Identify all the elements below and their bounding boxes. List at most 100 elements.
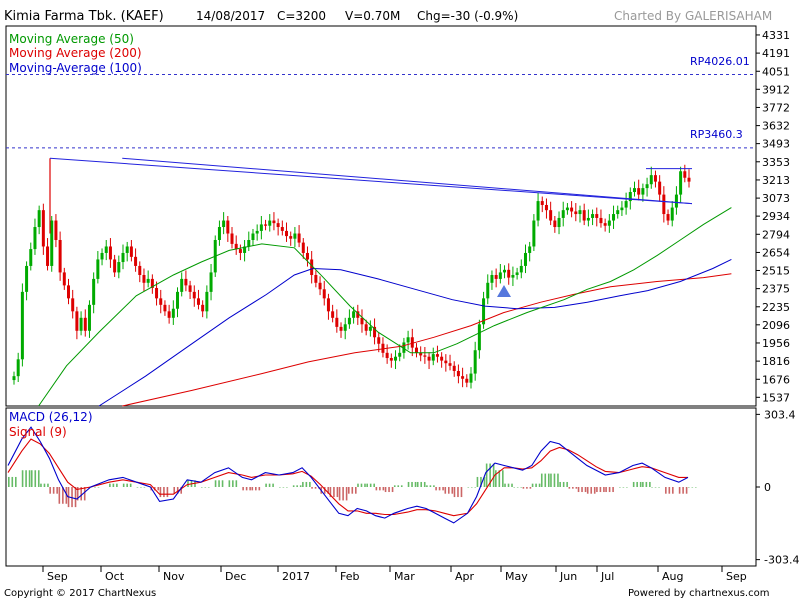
macd-histogram-bar <box>382 487 385 491</box>
price-tick-label: 1816 <box>762 355 790 368</box>
price-tick-label: 1956 <box>762 337 790 350</box>
candle-body <box>280 227 284 231</box>
macd-histogram-bar <box>577 487 580 493</box>
macd-histogram-bar <box>489 463 491 487</box>
candle-body <box>62 272 66 286</box>
candle-body <box>620 207 624 211</box>
candle-body <box>586 217 590 221</box>
macd-histogram-bar <box>651 487 653 488</box>
macd-histogram-bar <box>407 481 410 487</box>
chart-credit: Charted By GALERISAHAM <box>614 9 772 23</box>
candle-body <box>406 337 410 343</box>
candle-body <box>381 343 385 353</box>
candle-body <box>578 210 582 215</box>
macd-histogram-bar <box>626 487 628 488</box>
candle-body <box>184 278 188 286</box>
macd-histogram-bar <box>632 481 635 487</box>
macd-histogram-bar <box>619 487 621 488</box>
macd-tick-label: -303.4 <box>764 554 799 567</box>
macd-histogram-bar <box>379 487 381 491</box>
candle-body <box>163 304 167 312</box>
macd-histogram-bar <box>553 473 556 487</box>
candle-body <box>607 220 611 226</box>
macd-histogram-bar <box>599 487 602 493</box>
macd-histogram-bar <box>47 483 49 487</box>
price-axis: 4331 4191 4051 3912 3772 3632 3493 3353 3213 3073… <box>756 29 790 404</box>
candle-body <box>339 326 343 331</box>
macd-tick-label: 303.4 <box>764 408 796 421</box>
candle-body <box>473 350 477 374</box>
candle-body <box>322 289 326 299</box>
macd-histogram-bar <box>397 485 400 487</box>
macd-histogram-bar <box>173 487 176 494</box>
macd-histogram-bar <box>218 480 220 487</box>
candle-body <box>666 214 670 221</box>
macd-histogram-bar <box>159 487 162 498</box>
candle-body <box>356 311 360 318</box>
macd-histogram-bar <box>453 487 456 498</box>
candle-body <box>205 291 209 312</box>
price-tick-label: 2235 <box>762 301 790 314</box>
macd-histogram-bar <box>682 487 684 494</box>
candle-body <box>385 352 389 359</box>
macd-histogram-bar <box>400 485 403 487</box>
macd-histogram-bar <box>540 473 543 487</box>
candle-body <box>46 246 50 266</box>
candle-body <box>603 223 607 226</box>
price-tick-label: 4191 <box>762 47 790 60</box>
candle-body <box>138 265 142 276</box>
ma100-line <box>98 258 732 407</box>
macd-histogram-bar <box>444 487 447 494</box>
candle-body <box>134 256 138 266</box>
macd-histogram-bar <box>292 485 295 487</box>
macd-histogram-bar <box>691 487 694 488</box>
candle-body <box>410 337 414 348</box>
candle-body <box>570 207 574 212</box>
candle-body <box>272 220 276 224</box>
candle-body <box>171 308 175 318</box>
macd-histogram-bar <box>375 487 378 491</box>
chart-volume: V=0.70M <box>345 9 400 23</box>
macd-histogram-bar <box>235 480 238 487</box>
footer-copyright: Copyright © 2017 ChartNexus <box>4 588 156 599</box>
macd-histogram-bar <box>314 487 317 489</box>
candle-body <box>79 317 83 331</box>
candle-body <box>318 282 322 290</box>
candle-body <box>486 282 490 299</box>
time-tick-label: May <box>505 570 528 583</box>
macd-histogram-bar <box>40 483 42 487</box>
macd-histogram-bar <box>11 476 14 487</box>
macd-histogram-bar <box>622 487 625 488</box>
macd-histogram-bar <box>176 487 179 494</box>
trendline-main <box>49 157 693 205</box>
candle-body <box>180 278 184 292</box>
macd-histogram-bar <box>672 487 674 494</box>
candle-body <box>255 230 259 234</box>
candle-body <box>394 356 398 361</box>
macd-histogram-bar <box>323 487 326 494</box>
macd-histogram-bar <box>520 487 523 488</box>
candle-body <box>293 233 297 239</box>
macd-histogram-bar <box>299 485 302 487</box>
candle-body <box>435 354 439 357</box>
candle-body <box>364 324 368 331</box>
macd-histogram-bar <box>265 483 267 487</box>
macd-histogram-bar <box>187 480 189 487</box>
time-tick-label: Apr <box>455 570 475 583</box>
candle-body <box>528 246 532 253</box>
time-tick-label: Oct <box>105 570 125 583</box>
price-tick-label: 3213 <box>762 174 790 187</box>
candle-body <box>389 358 393 361</box>
macd-histogram-bar <box>485 463 488 487</box>
candle-body <box>285 230 289 237</box>
candle-body <box>87 304 91 331</box>
macd-histogram-bar <box>476 476 479 487</box>
candle-body <box>167 311 171 318</box>
candle-body <box>612 214 616 221</box>
candle-body <box>419 352 423 356</box>
macd-histogram-bar <box>411 481 413 487</box>
candle-body <box>519 265 523 273</box>
candle-body <box>632 188 636 193</box>
legend-ma100: Moving-Average (100) <box>9 61 142 75</box>
candle-body <box>582 210 586 221</box>
